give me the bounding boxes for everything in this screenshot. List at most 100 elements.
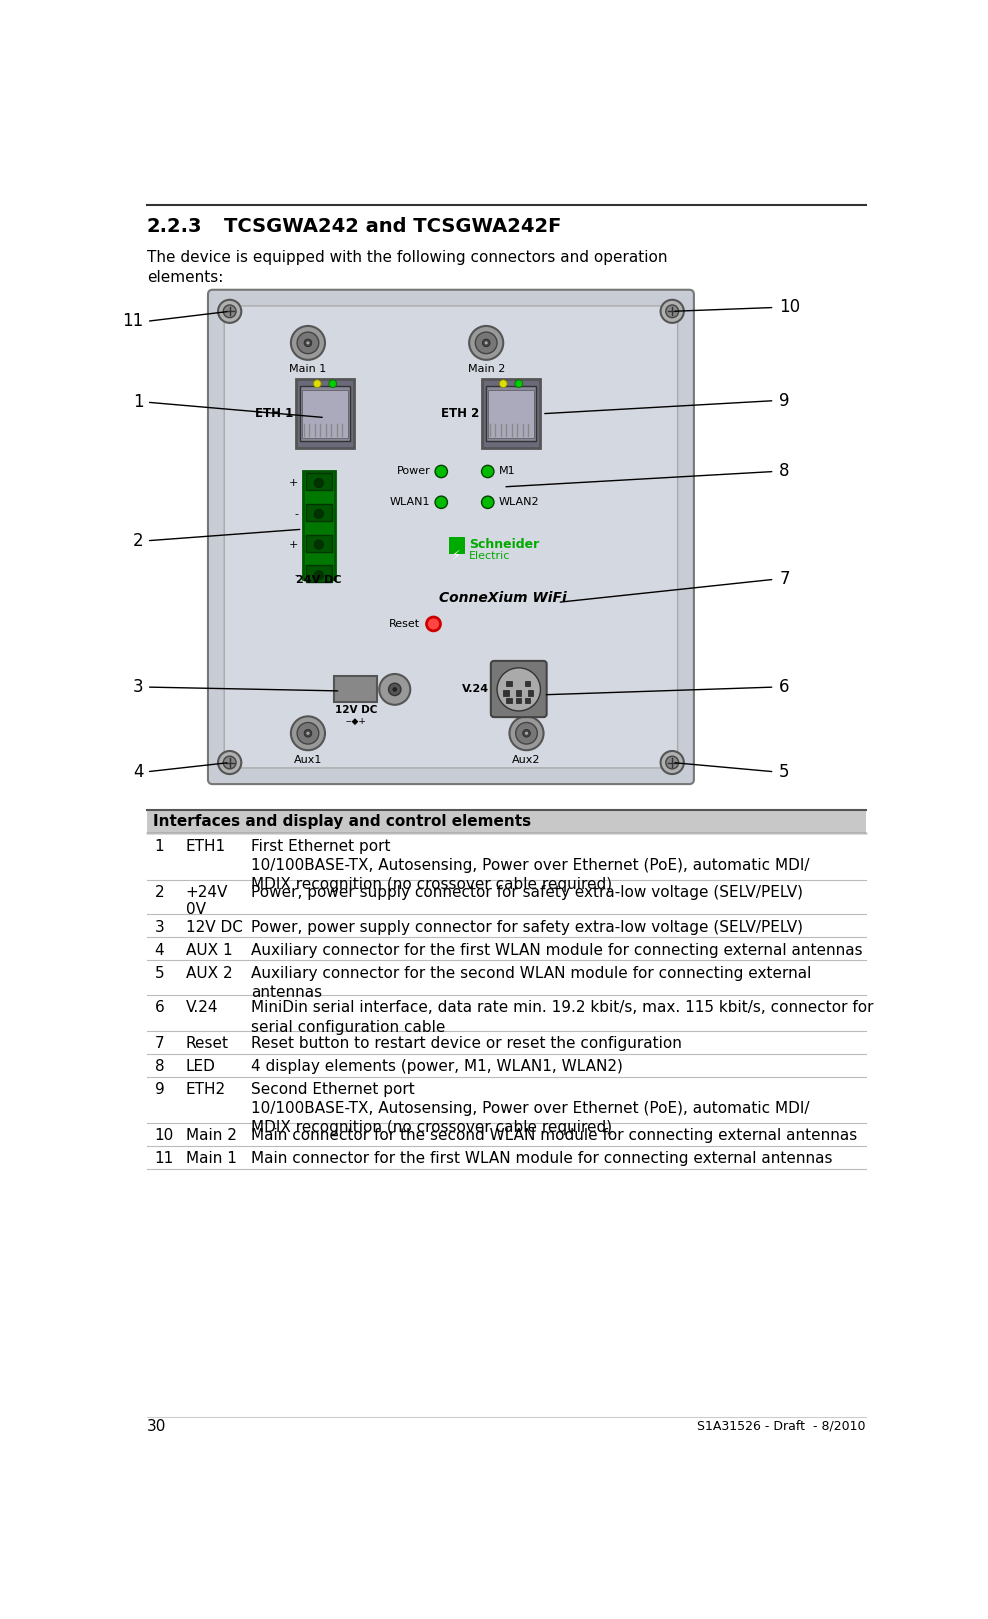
Text: Electric: Electric	[469, 550, 511, 560]
Circle shape	[435, 495, 448, 508]
Text: 10: 10	[780, 298, 800, 316]
Bar	[525, 698, 531, 703]
Text: TCSGWA242 and TCSGWA242F: TCSGWA242 and TCSGWA242F	[224, 217, 561, 236]
Text: V.24: V.24	[186, 1001, 218, 1015]
Text: Auxiliary connector for the second WLAN module for connecting external
antennas: Auxiliary connector for the second WLAN …	[251, 967, 812, 1001]
Circle shape	[515, 380, 523, 387]
Text: Power: Power	[396, 466, 431, 476]
Text: V.24: V.24	[462, 685, 489, 695]
Text: Main 1: Main 1	[186, 1151, 236, 1166]
Circle shape	[218, 300, 241, 322]
Text: 1: 1	[154, 839, 164, 853]
Circle shape	[297, 332, 319, 353]
Circle shape	[314, 478, 323, 487]
Circle shape	[290, 325, 325, 359]
Circle shape	[313, 380, 321, 387]
Circle shape	[523, 730, 531, 737]
Text: ConneXium WiFi: ConneXium WiFi	[440, 591, 567, 606]
Text: -: -	[294, 508, 298, 518]
Circle shape	[661, 751, 684, 774]
Text: 11: 11	[123, 312, 143, 330]
Text: 6: 6	[154, 1001, 164, 1015]
FancyBboxPatch shape	[482, 379, 540, 448]
Text: MiniDin serial interface, data rate min. 19.2 kbit/s, max. 115 kbit/s, connector: MiniDin serial interface, data rate min.…	[251, 1001, 873, 1035]
Circle shape	[510, 716, 543, 750]
Text: Second Ethernet port
10/100BASE-TX, Autosensing, Power over Ethernet (PoE), auto: Second Ethernet port 10/100BASE-TX, Auto…	[251, 1081, 810, 1135]
Circle shape	[306, 732, 309, 735]
Text: +: +	[289, 478, 298, 487]
Text: 6: 6	[780, 678, 789, 696]
Bar	[506, 698, 512, 703]
Circle shape	[379, 674, 410, 704]
Text: Reset: Reset	[388, 618, 420, 628]
Circle shape	[666, 304, 679, 317]
Text: AUX 1: AUX 1	[186, 942, 232, 958]
Bar	[305, 473, 332, 491]
Circle shape	[661, 300, 684, 322]
Text: First Ethernet port
10/100BASE-TX, Autosensing, Power over Ethernet (PoE), autom: First Ethernet port 10/100BASE-TX, Autos…	[251, 839, 810, 892]
Text: Main 2: Main 2	[186, 1128, 236, 1143]
Circle shape	[485, 342, 488, 345]
Bar	[516, 698, 521, 703]
Text: +24V
0V: +24V 0V	[186, 886, 228, 918]
Text: -: -	[294, 570, 298, 581]
Circle shape	[304, 338, 312, 346]
Text: ETH2: ETH2	[186, 1081, 225, 1098]
Text: WLAN1: WLAN1	[390, 497, 431, 507]
Text: 3: 3	[133, 678, 143, 696]
Circle shape	[481, 495, 494, 508]
Text: 30: 30	[147, 1418, 166, 1434]
Text: +: +	[289, 539, 298, 549]
Text: ⚡: ⚡	[453, 549, 461, 562]
Circle shape	[475, 332, 497, 353]
Bar	[302, 390, 348, 437]
Text: 11: 11	[154, 1151, 174, 1166]
Text: Aux1: Aux1	[293, 754, 322, 764]
Text: 3: 3	[154, 920, 164, 934]
Circle shape	[666, 756, 679, 769]
Text: --◆+: --◆+	[346, 717, 367, 725]
Text: ETH 1: ETH 1	[255, 408, 292, 421]
Text: Main connector for the first WLAN module for connecting external antennas: Main connector for the first WLAN module…	[251, 1151, 833, 1166]
Text: Interfaces and display and control elements: Interfaces and display and control eleme…	[153, 814, 532, 829]
Text: Reset button to restart device or reset the configuration: Reset button to restart device or reset …	[251, 1036, 683, 1051]
Circle shape	[469, 325, 503, 359]
Circle shape	[392, 686, 397, 691]
Text: Main 1: Main 1	[289, 364, 327, 374]
Text: Reset: Reset	[186, 1036, 228, 1051]
Bar	[528, 690, 534, 696]
Text: Power, power supply connector for safety extra-low voltage (SELV/PELV): Power, power supply connector for safety…	[251, 886, 803, 900]
Text: Main connector for the second WLAN module for connecting external antennas: Main connector for the second WLAN modul…	[251, 1128, 858, 1143]
Circle shape	[427, 617, 441, 631]
Circle shape	[314, 572, 323, 580]
Text: Schneider: Schneider	[469, 539, 539, 552]
Text: 2.2.3: 2.2.3	[147, 217, 203, 236]
Text: 5: 5	[780, 763, 789, 780]
Circle shape	[218, 751, 241, 774]
Bar	[506, 682, 512, 686]
Circle shape	[481, 465, 494, 478]
Text: S1A31526 - Draft  - 8/2010: S1A31526 - Draft - 8/2010	[698, 1420, 865, 1433]
Text: 12V DC: 12V DC	[186, 920, 242, 934]
Text: ETH1: ETH1	[186, 839, 225, 853]
Text: Power, power supply connector for safety extra-low voltage (SELV/PELV): Power, power supply connector for safety…	[251, 920, 803, 934]
Bar	[302, 471, 335, 580]
Bar	[147, 810, 865, 834]
Circle shape	[388, 683, 401, 696]
Bar	[305, 504, 332, 521]
Circle shape	[223, 304, 236, 317]
Text: The device is equipped with the following connectors and operation
elements:: The device is equipped with the followin…	[147, 249, 667, 285]
Text: 7: 7	[154, 1036, 164, 1051]
Text: ETH 2: ETH 2	[441, 408, 479, 421]
Bar	[503, 690, 509, 696]
Bar	[486, 385, 536, 442]
Text: Aux2: Aux2	[512, 754, 540, 764]
Bar	[305, 565, 332, 583]
Circle shape	[306, 342, 309, 345]
Circle shape	[525, 732, 528, 735]
Circle shape	[499, 380, 507, 387]
Text: 8: 8	[154, 1059, 164, 1073]
Text: M1: M1	[499, 466, 515, 476]
Text: LED: LED	[186, 1059, 215, 1073]
FancyBboxPatch shape	[296, 379, 354, 448]
